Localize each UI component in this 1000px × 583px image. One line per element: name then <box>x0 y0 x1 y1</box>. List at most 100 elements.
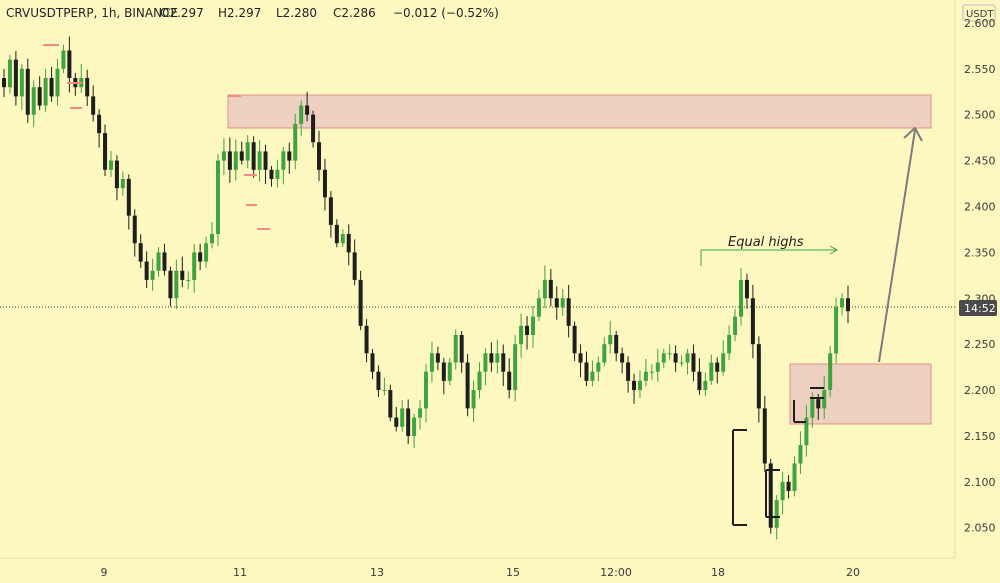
candle-body <box>768 463 773 528</box>
candle-body <box>299 105 304 124</box>
candle-body <box>715 362 720 372</box>
price-tick-label: 2.550 <box>964 63 996 76</box>
candle-body <box>614 334 619 354</box>
candle-body <box>210 234 215 244</box>
time-tick-label: 12:00 <box>600 566 632 579</box>
candle-body <box>626 362 631 381</box>
equal-highs-annotation[interactable]: Equal highs <box>700 235 839 266</box>
candle-body <box>251 142 256 170</box>
candle-body <box>756 344 761 409</box>
candle-body <box>424 371 428 409</box>
time-axis[interactable]: 9 11 13 15 12:00 18 20 <box>101 566 861 579</box>
candle-body <box>572 325 577 354</box>
candle-body <box>275 169 280 179</box>
price-tick-label: 2.500 <box>964 109 996 122</box>
candle-body <box>49 78 54 97</box>
candle-body <box>233 151 238 170</box>
time-tick-label: 20 <box>846 566 860 579</box>
open-value: O2.297 <box>160 6 204 20</box>
close-value: C2.286 <box>333 6 376 20</box>
candle-body <box>792 463 797 492</box>
candle-body <box>91 96 96 115</box>
candle-body <box>709 362 714 381</box>
price-tick-label: 2.050 <box>964 522 996 535</box>
candle-body <box>19 68 24 97</box>
candle-body <box>144 261 149 280</box>
candle-body <box>215 160 220 235</box>
candle-body <box>328 197 333 225</box>
candle-body <box>578 353 583 363</box>
price-tick-label: 2.600 <box>964 17 996 30</box>
candle-body <box>37 87 42 106</box>
candle-body <box>352 252 357 280</box>
candle-body <box>180 270 185 280</box>
candle-body <box>346 234 351 253</box>
candle-body <box>834 307 839 354</box>
candle-body <box>525 325 530 335</box>
candle-body <box>85 78 90 97</box>
candle-body <box>721 353 726 372</box>
candle-body <box>685 353 690 363</box>
candle-body <box>816 399 821 409</box>
level-markers <box>43 44 270 230</box>
currency-label-box <box>962 4 996 22</box>
candle-body <box>412 417 417 436</box>
candle-body <box>317 142 322 170</box>
candle-body <box>661 353 666 363</box>
candle-body <box>637 380 642 391</box>
candle-body <box>162 252 167 271</box>
candle-body <box>221 151 226 161</box>
candle-body <box>429 353 434 372</box>
candle-body <box>394 417 399 427</box>
candle-body <box>55 68 60 97</box>
candle-body <box>168 270 173 299</box>
candle-body <box>780 481 785 501</box>
candle-body <box>287 151 292 161</box>
candle-body <box>61 50 66 69</box>
price-tick-label: 2.150 <box>964 430 996 443</box>
price-tick-label: 2.400 <box>964 200 996 213</box>
candle-body <box>822 390 827 409</box>
candle-body <box>174 270 179 299</box>
candle-body <box>364 325 369 354</box>
candle-body <box>846 298 850 312</box>
candle-body <box>679 362 684 364</box>
price-badge-box <box>959 300 997 316</box>
price-axis[interactable]: 2.6002.5502.5002.4502.4002.3502.3002.250… <box>964 17 996 535</box>
candle-body <box>477 371 482 391</box>
projection-arrow[interactable] <box>878 126 923 363</box>
candle-body <box>602 344 607 363</box>
candle-body <box>786 481 791 492</box>
candle-body <box>649 371 654 373</box>
candle-body <box>667 353 672 355</box>
candle-body <box>13 59 18 97</box>
candle-body <box>501 353 506 372</box>
candle-body <box>655 362 660 372</box>
candle-body <box>269 169 274 179</box>
candle-body <box>828 353 833 391</box>
candle-body <box>530 316 535 335</box>
candle-body <box>257 151 262 170</box>
high-value: H2.297 <box>218 6 261 20</box>
demand-zone[interactable] <box>789 363 932 425</box>
candle-body <box>584 362 589 381</box>
candle-body <box>733 316 738 335</box>
candle-body <box>691 353 696 372</box>
projection-arrowhead <box>903 126 923 142</box>
candle-body <box>311 114 316 143</box>
equal-highs-arrowhead <box>829 245 839 255</box>
candle-body <box>31 87 36 115</box>
candle-body <box>447 362 452 381</box>
candle-body <box>186 279 191 281</box>
candle-body <box>340 234 345 244</box>
candle-body <box>97 114 102 134</box>
candle-body <box>596 362 601 372</box>
candle-body <box>376 371 381 391</box>
change-value: −0.012 (−0.52%) <box>393 6 499 20</box>
price-tick-label: 2.250 <box>964 338 996 351</box>
candle-body <box>198 252 203 262</box>
candle-body <box>489 353 494 363</box>
chart-header: CRVUSDTPERP, 1h, BINANCE O2.297 H2.297 L… <box>6 6 499 20</box>
supply-zone[interactable] <box>227 94 932 129</box>
